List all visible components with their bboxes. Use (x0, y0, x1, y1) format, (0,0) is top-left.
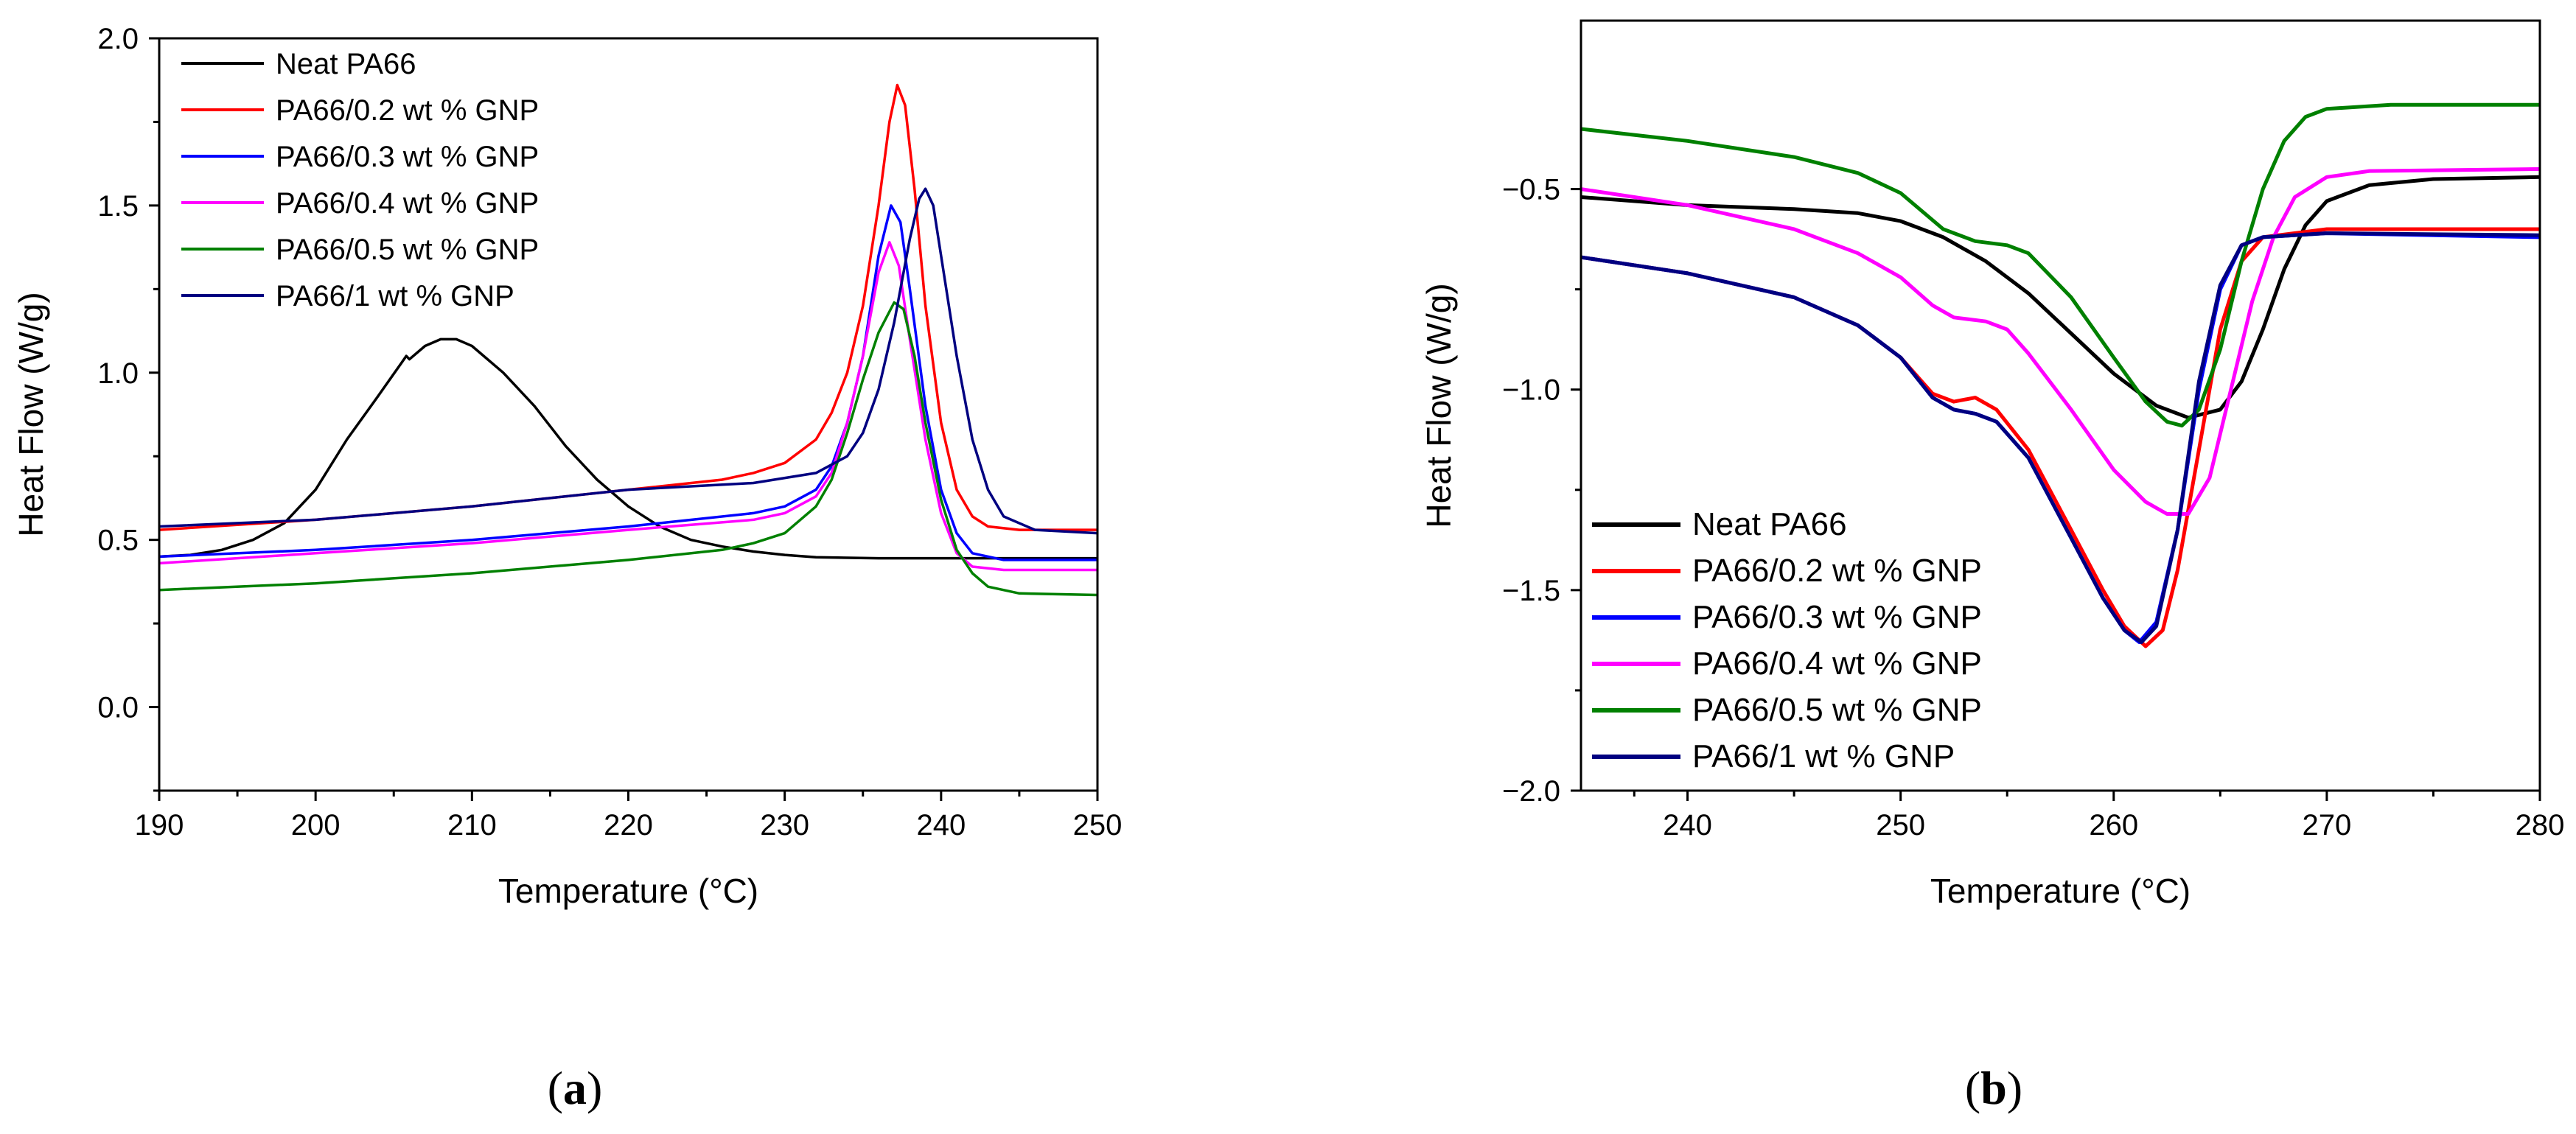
plot-frame (1580, 19, 2541, 792)
y-axis-title: Heat Flow (W/g) (12, 292, 50, 536)
x-tick-label: 230 (760, 809, 809, 841)
panel-label-b: (b) (1965, 1062, 2022, 1114)
legend-label: PA66/0.2 wt % GNP (1692, 553, 1982, 589)
x-axis-title: Temperature (°C) (1930, 872, 2191, 910)
y-axis-title: Heat Flow (W/g) (1420, 283, 1458, 528)
y-tick-label: 2.0 (97, 23, 139, 55)
x-tick-label: 240 (1663, 809, 1712, 841)
legend-label: PA66/0.5 wt % GNP (1692, 692, 1982, 728)
legend-label: PA66/1 wt % GNP (276, 280, 514, 312)
series-line-1 (159, 337, 1097, 560)
legend-label: PA66/0.3 wt % GNP (276, 141, 539, 173)
x-tick-label: 200 (291, 809, 341, 841)
x-tick-label: 240 (916, 809, 966, 841)
x-tick-label: 250 (1876, 809, 1925, 841)
x-tick-label: 190 (135, 809, 184, 841)
legend-label: PA66/0.3 wt % GNP (1692, 599, 1982, 635)
legend-label: PA66/1 wt % GNP (1692, 738, 1955, 774)
y-tick-label: −1.5 (1502, 575, 1560, 607)
x-tick-label: 220 (604, 809, 653, 841)
x-tick-label: 250 (1073, 809, 1123, 841)
legend: Neat PA66 PA66/0.2 wt % GNP PA66/0.3 wt % … (181, 48, 539, 312)
legend-label: Neat PA66 (1692, 506, 1847, 542)
legend: Neat PA66 PA66/0.2 wt % GNP PA66/0.3 wt % … (1592, 506, 1982, 774)
series-line-5 (1581, 102, 2540, 428)
panel-label-a: (a) (548, 1062, 603, 1114)
x-tick-label: 270 (2303, 809, 2352, 841)
y-tick-label: 0.0 (97, 692, 139, 724)
chart-panel-b: 240 250 260 270 280 −2.0 −1.5 −1.0 −0.5 Temperatu… (1420, 19, 2565, 910)
x-tick-label: 280 (2516, 809, 2565, 841)
series-line-6 (1581, 231, 2540, 645)
series-line-5 (159, 301, 1097, 597)
y-tick-label: −0.5 (1502, 174, 1560, 206)
y-tick-label: −1.0 (1502, 374, 1560, 407)
y-tick-label: −2.0 (1502, 775, 1560, 808)
legend-label: PA66/0.2 wt % GNP (276, 94, 539, 127)
legend-label: PA66/0.4 wt % GNP (276, 187, 539, 220)
series-line-1 (1581, 175, 2540, 420)
chart-panel-a: 190 200 210 220 230 240 250 0.0 0.5 1.0 1.5 2.0 Temp… (12, 23, 1122, 910)
y-tick-label: 0.5 (97, 525, 139, 557)
series-line-4 (1581, 167, 2540, 516)
y-tick-label: 1.5 (97, 190, 139, 223)
x-tick-label: 260 (2089, 809, 2138, 841)
x-axis-title: Temperature (°C) (498, 872, 758, 910)
y-tick-label: 1.0 (97, 357, 139, 390)
legend-label: PA66/0.4 wt % GNP (1692, 645, 1982, 682)
legend-label: PA66/0.5 wt % GNP (276, 234, 539, 266)
series-line-4 (159, 241, 1097, 572)
series-line-2 (159, 83, 1097, 531)
series-line-6 (159, 187, 1097, 535)
legend-label: Neat PA66 (276, 48, 416, 80)
series-line-3 (159, 204, 1097, 561)
x-tick-label: 210 (447, 809, 497, 841)
